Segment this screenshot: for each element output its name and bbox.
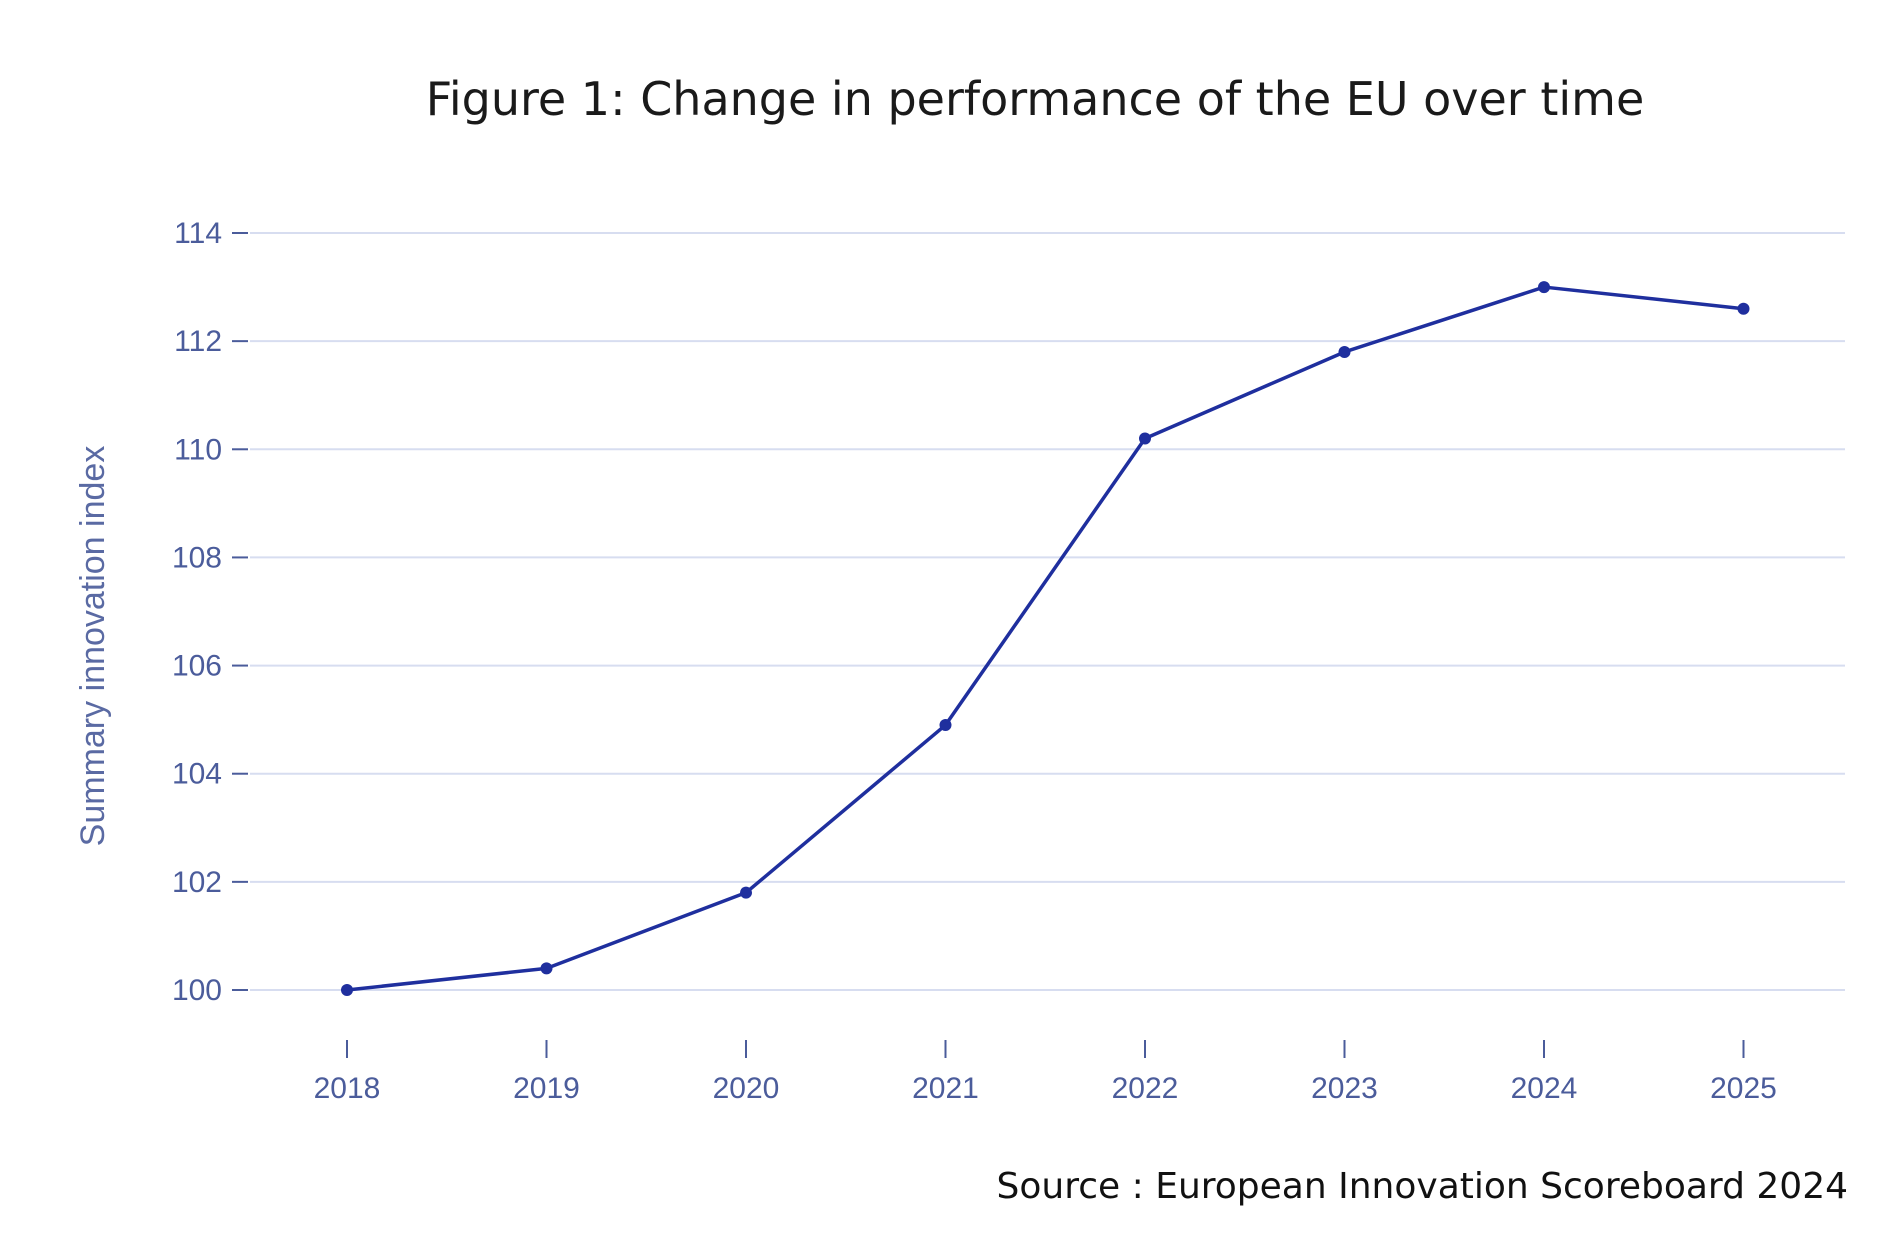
source-note: Source : European Innovation Scoreboard … xyxy=(996,1166,1848,1207)
x-axis: 2018 2019 2020 2021 2022 2023 2024 2025 xyxy=(314,1040,1777,1105)
chart-title: Figure 1: Change in performance of the E… xyxy=(425,72,1645,126)
grid-lines xyxy=(250,232,1845,991)
x-tick-label: 2025 xyxy=(1710,1072,1777,1105)
data-point xyxy=(1737,302,1750,315)
x-tick-label: 2023 xyxy=(1311,1072,1378,1105)
y-tick-label: 106 xyxy=(172,650,222,683)
x-tick-label: 2022 xyxy=(1112,1072,1179,1105)
data-point xyxy=(341,984,353,996)
data-point xyxy=(740,886,752,899)
series-line xyxy=(346,285,1744,992)
data-point xyxy=(540,962,553,975)
y-axis: 100 102 104 106 108 110 112 114 xyxy=(172,217,248,1007)
x-tick-label: 2024 xyxy=(1511,1072,1578,1105)
y-tick-label: 102 xyxy=(172,866,222,899)
data-point xyxy=(1538,281,1550,294)
series-layer xyxy=(341,281,1750,996)
x-tick-label: 2021 xyxy=(912,1072,979,1105)
y-tick-label: 114 xyxy=(174,217,222,250)
x-tick-label: 2019 xyxy=(513,1072,580,1105)
y-tick-label: 110 xyxy=(174,433,222,466)
x-tick-label: 2020 xyxy=(713,1072,780,1105)
y-tick-label: 104 xyxy=(172,758,222,791)
y-axis-title: Summary innovation index xyxy=(74,446,112,847)
data-point xyxy=(1338,345,1351,358)
y-tick-label: 112 xyxy=(174,325,222,358)
data-point xyxy=(1139,432,1151,445)
data-point xyxy=(939,719,952,732)
y-tick-label: 108 xyxy=(172,541,222,574)
y-tick-label: 100 xyxy=(172,974,222,1007)
x-tick-label: 2018 xyxy=(314,1072,381,1105)
